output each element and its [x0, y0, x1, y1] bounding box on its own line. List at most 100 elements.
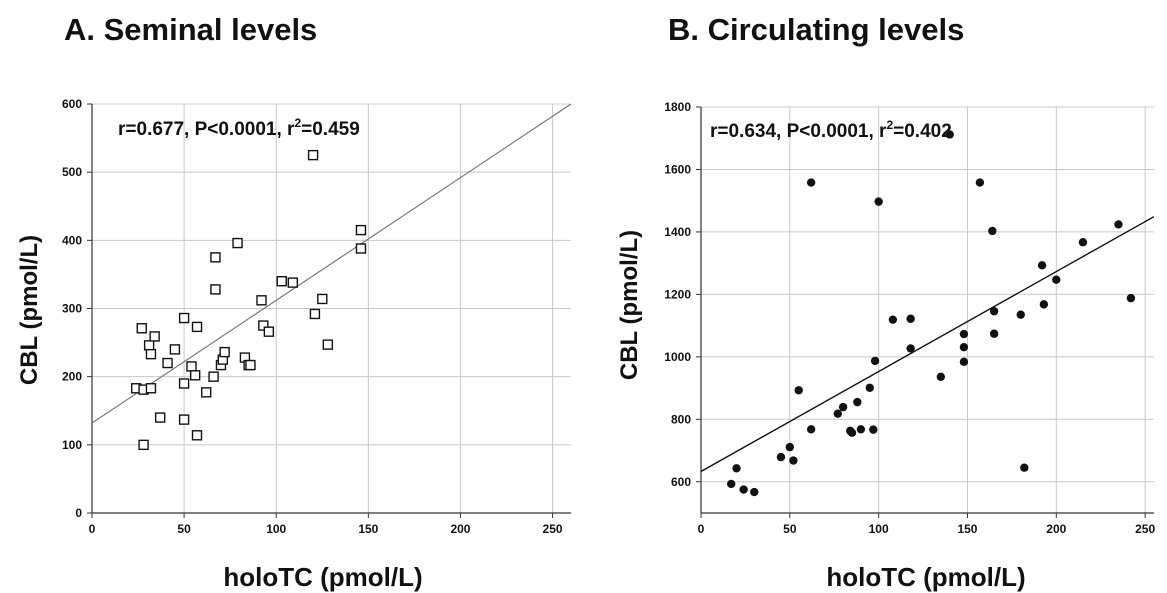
- panel-b-data-point: [789, 456, 798, 465]
- panel-b-data-point: [1037, 261, 1047, 270]
- panel-b-data-point: [988, 226, 997, 236]
- panel-a-data-point: [201, 387, 212, 398]
- panel-a-stats-annotation: r=0.677, P<0.0001, r2=0.459: [118, 116, 360, 140]
- panel-a-data-point: [322, 339, 334, 350]
- panel-b-x-tick-label: 250: [1135, 522, 1155, 536]
- panel-b-data-point: [833, 409, 842, 418]
- panel-a-data-point: [210, 252, 221, 263]
- panel-a-data-point: [208, 371, 219, 382]
- panel-b-x-tick-label: 100: [869, 522, 889, 536]
- panel-b-data-point: [906, 344, 915, 353]
- panel-a-data-point: [186, 361, 197, 372]
- panel-a-x-tick-label: 250: [543, 522, 563, 536]
- panel-a-y-tick-label: 0: [75, 506, 82, 520]
- panel-b-x-tick-label: 50: [783, 522, 797, 536]
- panel-b-data-point: [959, 357, 969, 367]
- panel-b-data-point: [1126, 293, 1136, 303]
- panel-b-data-point: [945, 130, 954, 139]
- panel-b-data-point: [989, 329, 999, 338]
- panel-a-x-tick-label: 150: [358, 522, 378, 536]
- panel-b-data-point: [959, 329, 969, 339]
- panel-b-regression-line: [701, 216, 1154, 473]
- panel-a-data-point: [287, 277, 299, 288]
- panel-a-data-point: [162, 357, 173, 369]
- panel-b-data-point: [776, 452, 786, 462]
- panel-a-data-point: [219, 346, 230, 358]
- panel-a-data-point: [178, 312, 190, 324]
- panel-b-data-point: [1039, 300, 1049, 309]
- panel-b-data-point: [794, 386, 803, 395]
- panel-b-data-point: [750, 487, 759, 497]
- panel-a-data-point: [178, 414, 190, 425]
- panel-b-data-point: [1016, 310, 1025, 319]
- panel-b-data-point: [874, 197, 883, 206]
- panel-b-title: B. Circulating levels: [668, 12, 965, 47]
- panel-a-x-axis-label: holoTC (pmol/L): [223, 562, 423, 592]
- panel-b-data-point: [865, 383, 874, 392]
- panel-b-data-point: [853, 397, 862, 407]
- panel-b-data-point: [1114, 220, 1123, 229]
- panel-a-data-point: [309, 308, 321, 320]
- panel-a-data-point: [307, 149, 319, 161]
- panel-a-y-tick-label: 500: [62, 165, 82, 179]
- panel-a-data-point: [258, 320, 269, 331]
- panel-a-data-point: [138, 439, 149, 451]
- panel-a-data-point: [136, 323, 147, 334]
- panel-a-x-tick-label: 50: [177, 522, 191, 536]
- panel-a-data-point: [169, 344, 181, 355]
- panel-a-data-point: [317, 293, 328, 305]
- panel-a-y-tick-label: 300: [62, 302, 82, 316]
- panel-b-data-point: [1078, 238, 1088, 247]
- panel-b-y-tick-label: 600: [671, 475, 691, 489]
- panel-b-y-tick-label: 1600: [664, 162, 691, 176]
- panel-b-y-tick-label: 1400: [664, 225, 691, 239]
- panel-a-x-tick-label: 100: [266, 522, 286, 536]
- panel-b-data-point: [806, 178, 816, 187]
- panel-a-plot: 0 100 200 300 400 500 600 0 50 100 150 200 250 r=0.67…: [62, 97, 571, 536]
- panel-a-data-point: [154, 412, 166, 423]
- panel-a-data-point: [149, 331, 160, 342]
- panel-a-data-point: [245, 359, 256, 371]
- panel-a-y-tick-label: 400: [62, 233, 82, 247]
- panel-b-data-point: [888, 315, 898, 324]
- panel-b-data-point: [989, 307, 999, 316]
- panel-a-data-point: [143, 340, 155, 351]
- panel-b-data-point: [732, 464, 741, 473]
- panel-a-data-point: [355, 243, 367, 254]
- panel-a-title: A. Seminal levels: [64, 12, 318, 47]
- panel-b-data-point: [959, 342, 969, 352]
- panel-b-data-point: [739, 485, 748, 494]
- panel-a-data-point: [263, 326, 275, 337]
- panel-a-y-tick-label: 600: [62, 97, 82, 111]
- panel-b-data-point: [785, 442, 795, 452]
- panel-a-data-point: [145, 348, 157, 360]
- panel-b-data-point: [870, 356, 880, 366]
- panel-a-data-point: [256, 295, 267, 306]
- panel-b-y-tick-label: 1800: [664, 100, 691, 114]
- panel-b-x-tick-label: 150: [957, 522, 977, 536]
- panel-b-y-tick-label: 1200: [664, 287, 691, 301]
- panel-b-data-point: [806, 425, 816, 434]
- panel-a-y-tick-label: 200: [62, 370, 82, 384]
- panel-a-data-point: [178, 378, 190, 389]
- panel-b-data-point: [936, 372, 946, 382]
- panel-b-x-axis-label: holoTC (pmol/L): [826, 562, 1026, 592]
- panel-b-data-point: [1020, 463, 1029, 472]
- panel-b-data-point: [838, 402, 848, 412]
- panel-a-data-point: [232, 237, 243, 249]
- panel-a-x-tick-label: 0: [89, 522, 96, 536]
- panel-b-data-point: [847, 428, 857, 437]
- panel-b-x-tick-label: 200: [1046, 522, 1066, 536]
- panel-a-data-point: [145, 383, 157, 394]
- panel-a-data-point: [276, 276, 287, 287]
- panel-b-data-point: [856, 425, 866, 434]
- panel-a-y-tick-label: 100: [62, 438, 82, 452]
- panel-b-plot: 600 800 1000 1200 1400 1600 1800 0 50 100 150 200 25…: [664, 100, 1155, 536]
- panel-b-data-point: [975, 178, 985, 187]
- panel-a-data-point: [210, 284, 221, 295]
- panel-b-y-tick-label: 800: [671, 412, 691, 426]
- panel-b-stats-annotation: r=0.634, P<0.0001, r2=0.402: [710, 118, 952, 142]
- panel-a-regression-line: [92, 104, 571, 424]
- panel-a-data-point: [189, 370, 201, 381]
